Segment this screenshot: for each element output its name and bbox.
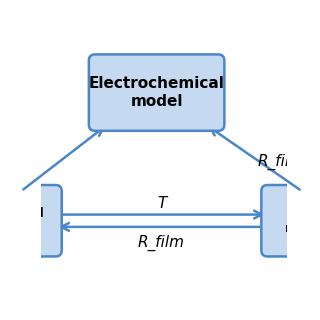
Text: R_fil: R_fil (258, 154, 290, 170)
Text: Electrochemical
model: Electrochemical model (89, 76, 225, 109)
FancyBboxPatch shape (89, 54, 224, 131)
FancyBboxPatch shape (261, 185, 320, 256)
Text: Thermal
model: Thermal model (0, 207, 45, 235)
Text: Aging
model: Aging model (285, 207, 320, 235)
Text: R_film: R_film (138, 235, 185, 251)
Text: T: T (157, 196, 166, 211)
FancyBboxPatch shape (0, 185, 62, 256)
